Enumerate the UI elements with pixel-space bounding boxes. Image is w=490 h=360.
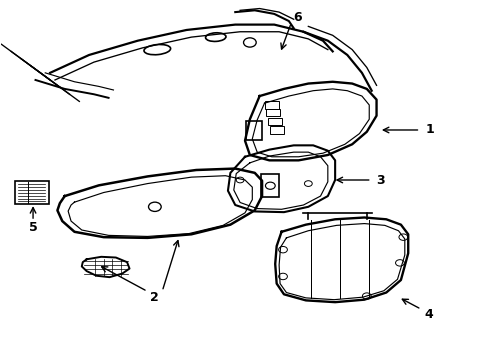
Text: 1: 1 xyxy=(426,123,435,136)
Text: 4: 4 xyxy=(425,308,434,321)
Text: 3: 3 xyxy=(376,174,385,186)
Text: 2: 2 xyxy=(150,291,159,304)
Text: 5: 5 xyxy=(29,221,37,234)
Text: 6: 6 xyxy=(294,11,302,24)
